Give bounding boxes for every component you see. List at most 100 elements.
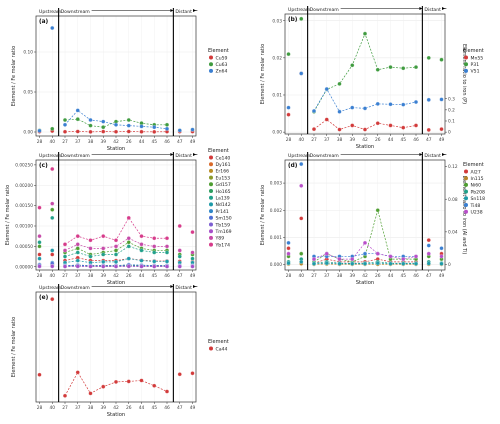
y-tick-label: 0.000	[270, 262, 283, 268]
legend-label: Tm169	[215, 229, 232, 235]
x-tick-label: 40	[298, 137, 304, 143]
legend-swatch	[209, 182, 213, 187]
data-point	[177, 248, 182, 253]
data-point	[75, 129, 80, 134]
data-point	[337, 257, 342, 262]
legend-swatch	[209, 222, 213, 227]
data-point	[37, 240, 42, 245]
data-point	[126, 236, 131, 241]
data-point	[439, 127, 444, 132]
region-header: Upstream Downstream Distant	[288, 7, 447, 13]
data-point	[426, 127, 431, 132]
legend-label: Dy161	[216, 162, 231, 168]
legend-swatch	[209, 68, 213, 73]
y-axis-title: Element / Fe molar ratio	[11, 46, 17, 106]
data-point	[375, 101, 380, 106]
data-point	[50, 264, 55, 269]
data-point	[350, 123, 355, 128]
x-axis-title: Station	[356, 280, 374, 286]
region-arrow-head	[419, 7, 423, 10]
data-point	[126, 117, 131, 123]
data-point	[101, 125, 106, 130]
series-mn55	[286, 71, 444, 132]
data-point	[152, 250, 157, 255]
y2-tick-label: 0.2	[448, 107, 455, 113]
data-point	[299, 259, 304, 264]
data-point	[113, 129, 119, 134]
series-line	[64, 109, 168, 130]
legend-swatch	[464, 182, 468, 187]
data-point	[62, 129, 68, 134]
region-label-downstream: Downstream	[61, 153, 91, 159]
data-point	[50, 25, 55, 31]
legend-label: Y89	[215, 236, 225, 242]
y-tick-label: 0.00050	[15, 244, 33, 250]
legend-label: Cu59	[216, 55, 228, 61]
x-axis: 28 40 27 37 38 39 42 26 44 45 46 47 49 Station	[286, 134, 444, 150]
region-label-downstream: Downstream	[310, 153, 340, 159]
data-point	[152, 244, 157, 249]
region-label-distant: Distant	[424, 7, 441, 13]
data-point	[311, 261, 317, 266]
region-label-distant: Distant	[175, 153, 192, 159]
x-tick-label: 49	[190, 139, 196, 145]
data-point	[152, 236, 157, 241]
data-point	[286, 105, 291, 110]
data-point	[75, 250, 80, 255]
y-axis-secondary: 0 0.1 0.2 0.3 Element ratio to iron (P)	[445, 44, 467, 136]
data-point	[439, 246, 444, 251]
y-tick-label: 0.00100	[15, 224, 33, 230]
x-tick-label: 49	[190, 273, 196, 279]
region-arrow-head	[193, 285, 196, 288]
series-ca44	[37, 297, 195, 398]
data-point	[299, 251, 304, 256]
data-point	[388, 65, 393, 70]
data-point	[75, 246, 80, 251]
region-label-downstream: Downstream	[61, 9, 91, 15]
y2-tick-label: 0.08	[448, 197, 458, 203]
y2-axis-title: Element ratio to iron (P)	[461, 44, 467, 104]
data-point	[37, 264, 42, 269]
x-tick-label: 47	[426, 273, 432, 279]
region-header: Upstream Downstream Distant	[288, 153, 447, 159]
data-point	[126, 129, 131, 134]
data-point	[113, 248, 119, 253]
data-point	[37, 205, 42, 210]
data-point	[177, 128, 182, 133]
series-cu59	[37, 129, 195, 134]
data-point	[299, 71, 304, 76]
data-point	[50, 207, 55, 212]
data-point	[126, 215, 131, 220]
y2-tick-label: 0.12	[448, 164, 458, 170]
legend-label: Nd142	[216, 202, 231, 208]
data-point	[190, 127, 195, 132]
legend-label: Pr141	[216, 209, 229, 215]
legend-label: La139	[216, 196, 230, 202]
data-point	[88, 264, 93, 269]
legend-label: Al27	[471, 169, 481, 175]
data-point	[413, 254, 419, 259]
x-tick-label: 45	[400, 273, 406, 279]
legend-label: Yb174	[215, 242, 231, 248]
data-point	[101, 252, 106, 257]
data-point	[50, 215, 55, 220]
x-tick-label: 38	[88, 405, 94, 411]
data-point	[164, 236, 170, 241]
data-point	[426, 97, 431, 102]
y-axis: 0.00000 0.00050 0.00100 0.00150 0.00200 0.002…	[5, 162, 36, 270]
x-tick-label: 44	[388, 137, 394, 143]
data-point	[50, 248, 55, 253]
x-tick-label: 47	[177, 405, 183, 411]
legend-label: Pb208	[471, 189, 486, 195]
data-point	[286, 240, 291, 245]
x-axis-title: Station	[107, 280, 125, 286]
legend-label: Ca44	[216, 346, 228, 352]
x-tick-label: 39	[100, 273, 106, 279]
legend-label: Ni60	[471, 183, 482, 189]
x-tick-label: 44	[139, 405, 145, 411]
data-point	[113, 244, 119, 249]
data-point	[177, 264, 182, 269]
